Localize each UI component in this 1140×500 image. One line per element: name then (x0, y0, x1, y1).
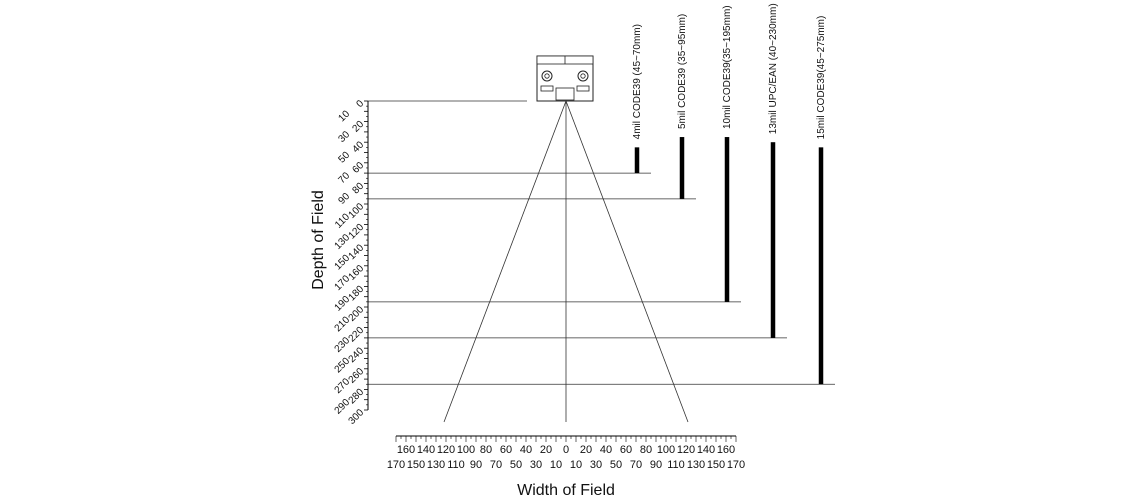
x-tick-label-lower: 170 (727, 459, 745, 471)
x-tick-label-upper: 60 (620, 444, 632, 456)
x-tick-label-lower: 10 (570, 459, 582, 471)
x-tick-label-lower: 50 (510, 459, 522, 471)
x-tick-label-upper: 0 (563, 444, 569, 456)
range-bar (679, 137, 685, 199)
x-tick-label-lower: 110 (667, 459, 685, 471)
range-bar (724, 137, 730, 302)
x-tick-label-lower: 30 (530, 459, 542, 471)
y-tick-label: 30 (336, 129, 352, 145)
x-tick-label-lower: 50 (610, 459, 622, 471)
x-tick-label-upper: 140 (417, 444, 435, 456)
x-tick-label-upper: 120 (437, 444, 455, 456)
y-axis-title: Depth of Field (310, 190, 327, 290)
fov-right-line (565, 100, 689, 423)
x-tick-label-lower: 110 (447, 459, 465, 471)
x-tick-label-upper: 160 (717, 444, 735, 456)
y-tick-label: 0 (354, 98, 366, 110)
x-tick-label-lower: 90 (470, 459, 482, 471)
range-label: 10mil CODE39(35~195mm) (722, 5, 733, 129)
x-tick-label-lower: 130 (687, 459, 705, 471)
range-bar (818, 147, 824, 385)
x-tick-label-upper: 140 (697, 444, 715, 456)
scanner-icon (536, 55, 594, 102)
x-tick-label-lower: 150 (707, 459, 725, 471)
y-tick-label: 50 (336, 150, 352, 166)
x-tick-label-upper: 100 (457, 444, 475, 456)
x-tick-label-upper: 160 (397, 444, 415, 456)
x-tick-label-lower: 30 (590, 459, 602, 471)
x-tick-label-lower: 10 (550, 459, 562, 471)
y-tick-label: 70 (336, 170, 352, 186)
range-label: 5mil CODE39 (35~95mm) (677, 14, 688, 129)
x-tick-label-upper: 20 (540, 444, 552, 456)
fov-left-line (443, 100, 567, 423)
x-tick-label-upper: 60 (500, 444, 512, 456)
x-tick-label-upper: 80 (640, 444, 652, 456)
range-bar (770, 142, 776, 338)
x-tick-label-lower: 170 (387, 459, 405, 471)
x-tick-label-upper: 40 (600, 444, 612, 456)
x-tick-label-upper: 120 (677, 444, 695, 456)
y-tick-label: 90 (336, 191, 352, 207)
x-tick-label-upper: 100 (657, 444, 675, 456)
range-bar (634, 147, 640, 174)
x-tick-label-upper: 40 (520, 444, 532, 456)
x-tick-label-lower: 150 (407, 459, 425, 471)
y-tick-label: 10 (336, 108, 352, 124)
x-tick-label-lower: 70 (490, 459, 502, 471)
x-tick-label-lower: 70 (630, 459, 642, 471)
x-tick-label-lower: 90 (650, 459, 662, 471)
x-axis-title: Width of Field (517, 482, 615, 499)
range-label: 13mil UPC/EAN (40~230mm) (768, 3, 779, 134)
x-tick-label-upper: 20 (580, 444, 592, 456)
x-tick-label-lower: 130 (427, 459, 445, 471)
x-tick-label-upper: 80 (480, 444, 492, 456)
range-label: 15mil CODE39(45~275mm) (816, 16, 827, 140)
range-label: 4mil CODE39 (45~70mm) (632, 24, 643, 139)
y-tick-label: 300 (347, 407, 367, 427)
